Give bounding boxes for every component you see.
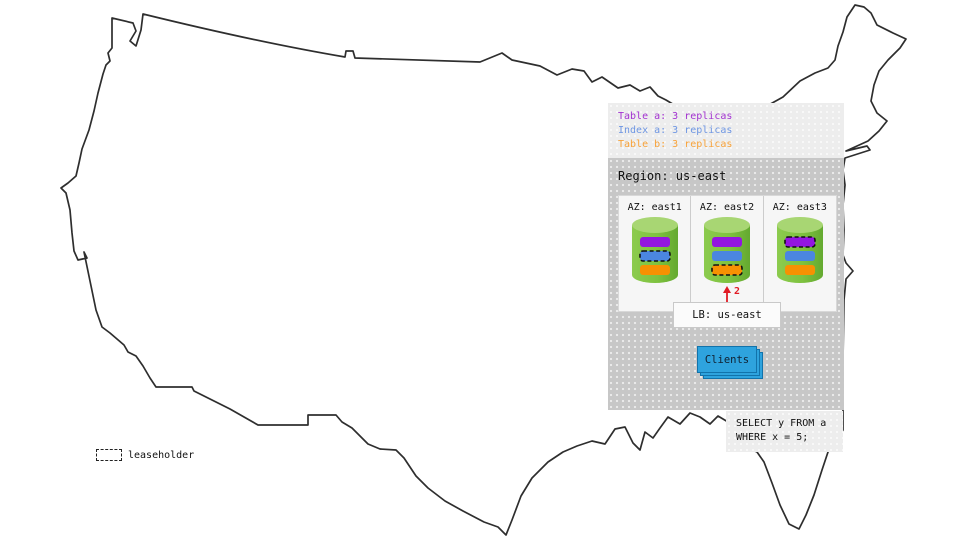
az-cell-east2: AZ: east2 xyxy=(691,196,764,311)
table-a-replica-bar-leaseholder xyxy=(784,236,816,248)
table-a-replicas-label: Table a: 3 replicas xyxy=(618,111,733,122)
table-b-replica-bar xyxy=(784,265,815,275)
az-east3-label: AZ: east3 xyxy=(772,202,827,213)
sql-line-1: SELECT y FROM a xyxy=(736,418,827,429)
database-icon xyxy=(704,217,751,283)
az-east2-label: AZ: east2 xyxy=(699,202,755,213)
sql-query-box: SELECT y FROM a WHERE x = 5; xyxy=(726,411,843,452)
replica-info-panel: Table a: 3 replicas Index a: 3 replicas … xyxy=(608,103,844,158)
leaseholder-legend: leaseholder xyxy=(96,449,194,461)
database-icon xyxy=(631,217,678,283)
sql-line-2: WHERE x = 5; xyxy=(736,432,809,443)
table-a-replica-bar xyxy=(639,237,670,247)
table-a-replica-bar xyxy=(712,237,743,247)
az-cell-east3: AZ: east3 xyxy=(764,196,836,311)
arrow-step-number: 2 xyxy=(734,286,741,297)
index-a-replica-bar xyxy=(712,251,743,261)
az-east1-label: AZ: east1 xyxy=(627,202,682,213)
leaseholder-swatch-icon xyxy=(96,449,122,461)
region-panel: Region: us-east AZ: east1 AZ: east2 xyxy=(608,158,844,410)
table-b-replicas-label: Table b: 3 replicas xyxy=(618,139,733,150)
region-title: Region: us-east xyxy=(618,169,727,183)
table-b-replica-bar-leaseholder xyxy=(711,264,743,276)
table-b-replica-bar xyxy=(639,265,670,275)
clients-card-front: Clients xyxy=(697,346,757,373)
arrow-up-icon xyxy=(721,286,733,303)
index-a-replicas-label: Index a: 3 replicas xyxy=(618,125,733,136)
clients-node: Clients xyxy=(697,346,763,379)
load-balancer-box: LB: us-east xyxy=(673,302,781,328)
index-a-replica-bar-leaseholder xyxy=(638,250,671,262)
index-a-replica-bar xyxy=(784,251,815,261)
database-icon xyxy=(776,217,823,283)
leaseholder-legend-label: leaseholder xyxy=(128,449,195,461)
az-cell-east1: AZ: east1 xyxy=(619,196,692,311)
